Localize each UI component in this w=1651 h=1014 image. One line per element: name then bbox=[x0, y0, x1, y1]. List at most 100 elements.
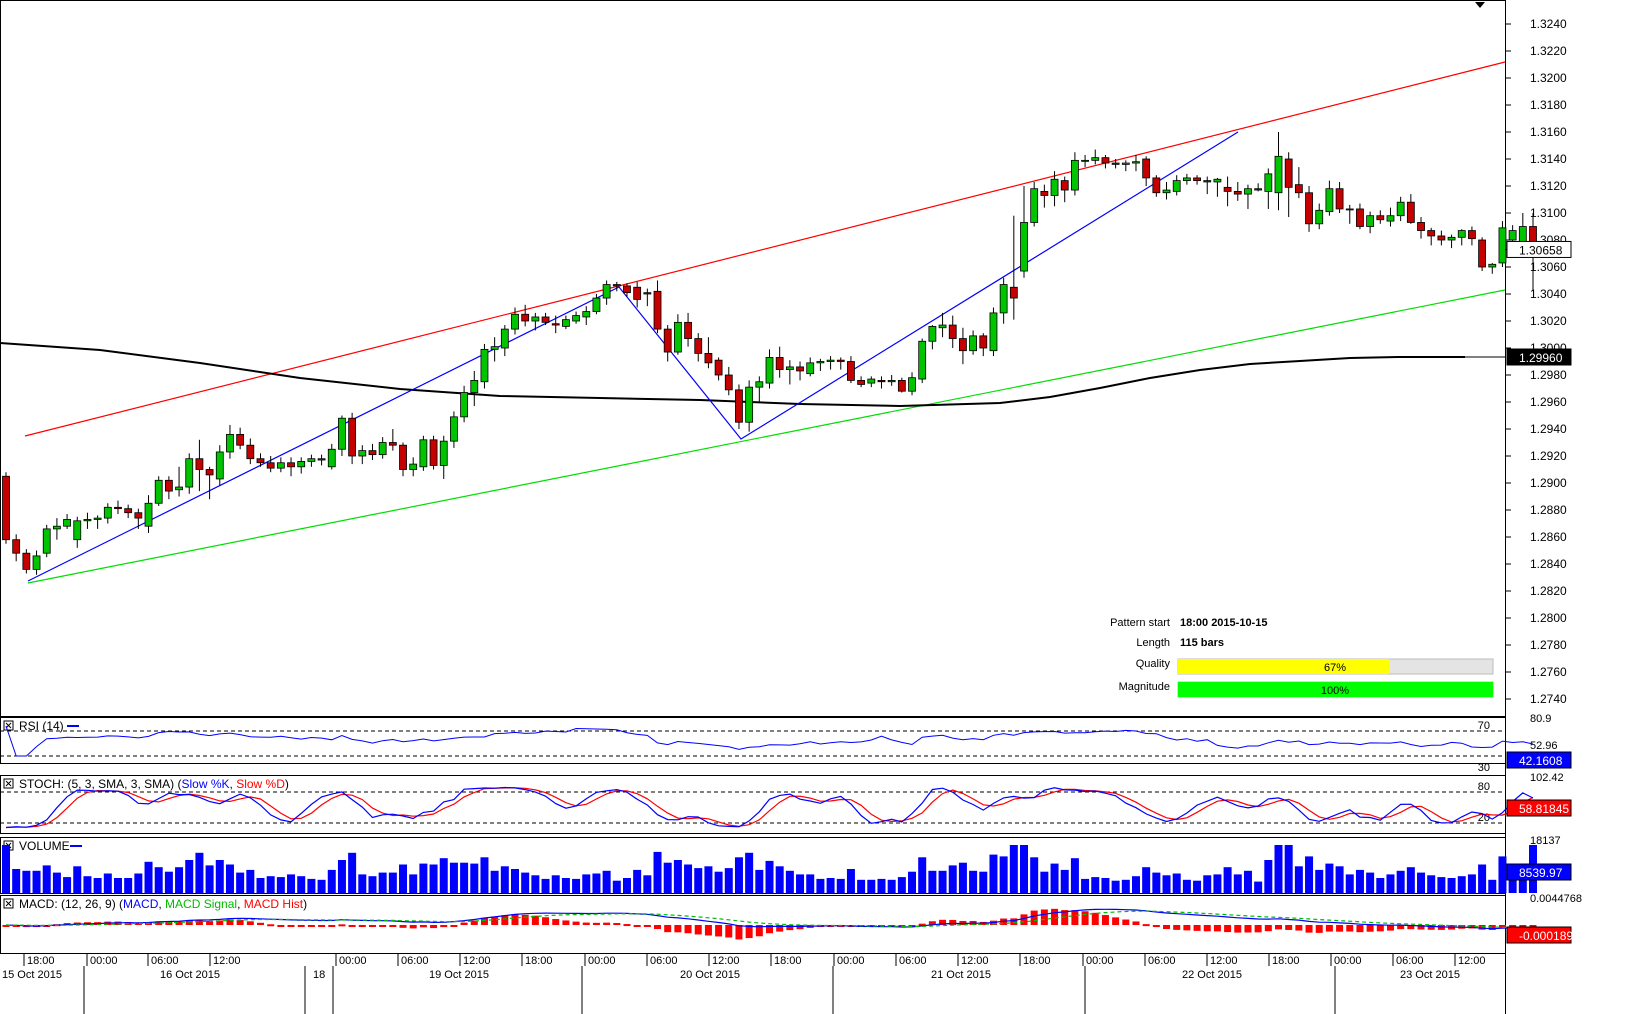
volume-bar bbox=[521, 872, 530, 893]
volume-bar bbox=[1142, 867, 1151, 893]
volume-bar bbox=[399, 864, 408, 893]
bull-candle-body bbox=[938, 324, 947, 329]
stoch-80-label: 80 bbox=[1478, 781, 1490, 793]
candle bbox=[429, 435, 438, 470]
candle bbox=[63, 514, 71, 529]
volume-bar bbox=[256, 878, 265, 893]
candle bbox=[1457, 229, 1466, 246]
candle bbox=[1244, 184, 1252, 209]
bull-candle-body bbox=[592, 297, 601, 312]
macd-hist-bar bbox=[1081, 911, 1089, 925]
candle bbox=[42, 524, 51, 558]
bear-candle-body bbox=[612, 284, 621, 287]
volume-bar bbox=[124, 878, 133, 893]
bull-candle-body bbox=[1213, 178, 1222, 183]
macd-hist-bar bbox=[1336, 925, 1344, 932]
candle bbox=[164, 476, 173, 500]
volume-bar bbox=[470, 863, 479, 893]
bear-candle-body bbox=[368, 450, 377, 456]
macd-hist-bar bbox=[430, 925, 438, 929]
volume-bar bbox=[918, 857, 927, 893]
volume-bar bbox=[561, 878, 570, 893]
panel-close-icon[interactable] bbox=[3, 778, 14, 789]
candle bbox=[480, 343, 489, 389]
scroll-marker-icon[interactable] bbox=[1475, 2, 1485, 8]
candle bbox=[124, 504, 133, 519]
candle bbox=[1447, 234, 1456, 249]
bull-candle-body bbox=[755, 381, 764, 388]
pattern-start-label: Pattern start bbox=[1110, 617, 1170, 629]
macd-hist-bar bbox=[1407, 925, 1415, 930]
hour-label: 06:00 bbox=[650, 955, 678, 967]
bull-candle-body bbox=[806, 362, 815, 375]
bear-candle-body bbox=[1417, 222, 1425, 231]
price-tick-label: 1.3200 bbox=[1530, 71, 1567, 85]
volume-bar bbox=[1274, 845, 1283, 893]
volume-bar bbox=[409, 874, 418, 893]
candle bbox=[134, 508, 143, 529]
bear-candle-body bbox=[256, 458, 265, 464]
volume-axis-top: 18137 bbox=[1530, 835, 1561, 847]
volume-bar bbox=[83, 876, 92, 893]
rsi-line bbox=[5, 725, 1534, 757]
candle bbox=[1020, 186, 1028, 278]
volume-bar bbox=[796, 874, 805, 893]
macd-hist-bar bbox=[572, 921, 580, 925]
candle bbox=[103, 503, 112, 524]
candle bbox=[1030, 181, 1039, 227]
macd-hist-bar bbox=[226, 919, 234, 925]
candle bbox=[959, 327, 967, 365]
macd-hist-bar bbox=[776, 925, 784, 932]
volume-bar bbox=[958, 862, 967, 893]
volume-bar bbox=[1121, 879, 1130, 893]
volume-bar bbox=[785, 870, 794, 893]
candle bbox=[1132, 154, 1140, 172]
candle bbox=[755, 376, 764, 402]
bull-candle-body bbox=[1498, 227, 1507, 264]
candle bbox=[1040, 184, 1049, 208]
hour-label: 00:00 bbox=[588, 955, 616, 967]
candle bbox=[541, 312, 550, 326]
volume-bar bbox=[714, 871, 723, 893]
bear-candle-body bbox=[541, 316, 550, 323]
panel-close-icon[interactable] bbox=[3, 898, 14, 909]
candle bbox=[948, 315, 957, 348]
volume-bar bbox=[663, 862, 672, 893]
bull-candle-body bbox=[918, 340, 927, 380]
macd-hist-bar bbox=[358, 925, 366, 927]
hour-label: 18:00 bbox=[27, 955, 55, 967]
price-tick-label: 1.3060 bbox=[1530, 260, 1567, 274]
price-tick-label: 1.2940 bbox=[1530, 422, 1567, 436]
bull-candle-body bbox=[185, 458, 194, 488]
bull-candle-body bbox=[144, 502, 153, 527]
macd-value-label-box bbox=[1506, 926, 1572, 944]
volume-bar bbox=[1437, 877, 1446, 893]
candle bbox=[215, 445, 224, 486]
bull-candle-body bbox=[409, 463, 418, 470]
bull-candle-body bbox=[1081, 159, 1089, 162]
panel-close-icon[interactable] bbox=[3, 720, 14, 731]
candle bbox=[358, 445, 367, 465]
volume-bar bbox=[1366, 872, 1375, 893]
macd-signal-line bbox=[5, 910, 1533, 929]
hour-label: 12:00 bbox=[1458, 955, 1486, 967]
macd-hist-bar bbox=[1386, 925, 1394, 931]
volume-bar bbox=[327, 869, 336, 893]
macd-hist-bar bbox=[440, 925, 448, 928]
macd-hist-bar bbox=[1030, 910, 1038, 925]
volume-bar bbox=[1406, 867, 1415, 893]
rsi-70-label: 70 bbox=[1478, 720, 1490, 732]
volume-bar bbox=[1335, 866, 1344, 893]
volume-value-label: 8539.97 bbox=[1519, 866, 1563, 880]
volume-bar bbox=[1223, 867, 1232, 893]
bear-candle-body bbox=[1142, 158, 1151, 179]
macd-hist-bar bbox=[1509, 925, 1517, 927]
bull-candle-body bbox=[450, 416, 458, 442]
volume-bar bbox=[164, 871, 173, 893]
volume-bar bbox=[765, 860, 774, 893]
bear-candle-body bbox=[623, 285, 631, 294]
rsi-value-label-box bbox=[1506, 751, 1572, 769]
macd-hist-bar bbox=[338, 924, 346, 927]
bull-candle-body bbox=[276, 462, 285, 469]
candle bbox=[32, 550, 41, 575]
